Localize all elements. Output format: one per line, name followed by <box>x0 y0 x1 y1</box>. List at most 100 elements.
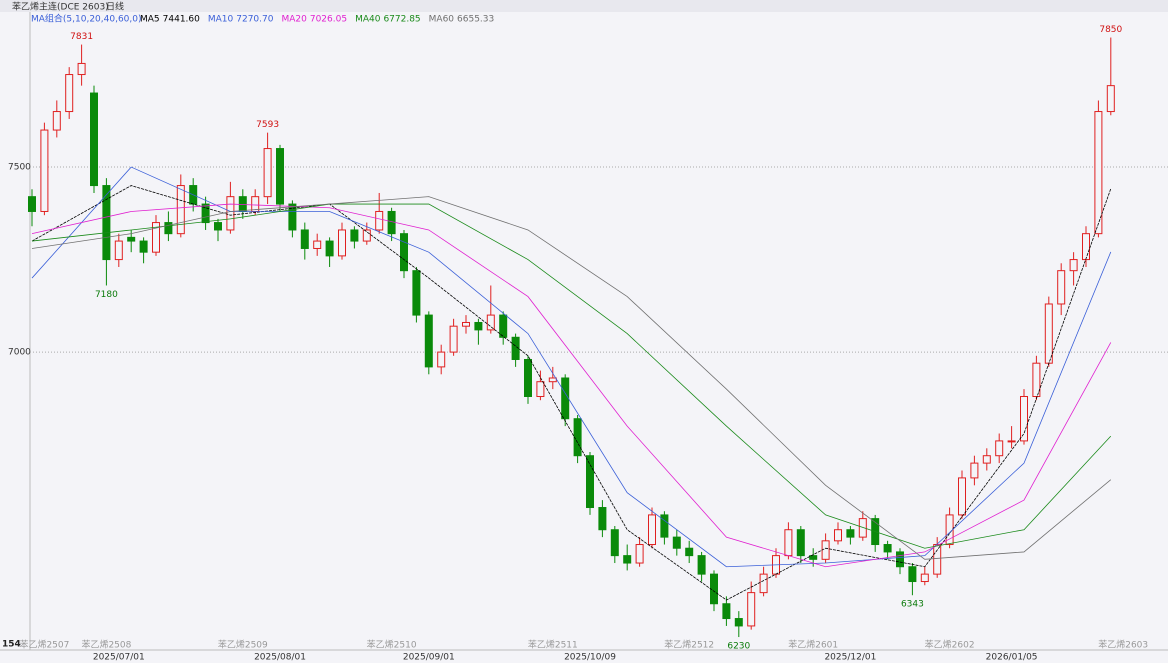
candle-body <box>1032 362 1041 397</box>
ma-line <box>31 185 1112 601</box>
x-tick-label: 2025/08/01 <box>254 653 306 663</box>
extreme-label: 7593 <box>256 120 279 130</box>
candle-body <box>350 229 359 242</box>
contract-label: 苯乙烯2510 <box>367 639 417 651</box>
candle-body <box>710 573 718 605</box>
candle-body <box>648 514 656 546</box>
contract-label: 苯乙烯2602 <box>925 639 975 651</box>
candle-body <box>102 185 111 261</box>
candle-body <box>164 222 173 235</box>
candle-body <box>139 240 148 253</box>
candle-body <box>784 529 793 557</box>
candle-body <box>796 529 805 557</box>
candle-body <box>300 229 309 249</box>
candle-body <box>276 148 284 205</box>
candle-body <box>846 529 855 538</box>
candle-body <box>1069 259 1078 272</box>
legend-name: MA40 <box>355 15 381 25</box>
legend-name: MA60 <box>429 15 455 25</box>
candle-body <box>412 270 421 316</box>
extreme-label: 6230 <box>727 642 750 652</box>
candle-body <box>858 518 867 538</box>
candle-body <box>338 229 346 257</box>
legend-value: 7441.60 <box>163 15 200 25</box>
candle-body <box>152 222 160 253</box>
candle-body <box>1106 85 1115 113</box>
candle-body <box>313 240 322 249</box>
candle-body <box>400 233 408 272</box>
contract-label: 苯乙烯2508 <box>81 639 131 651</box>
legend-value: 6655.33 <box>457 15 494 25</box>
candle-body <box>77 62 86 76</box>
candle-body <box>920 573 929 583</box>
ma-line <box>31 196 1112 560</box>
candle-body <box>127 236 136 242</box>
candle-body <box>362 229 371 242</box>
legend-title[interactable]: MA组合(5,10,20,40,60,0) <box>31 13 142 25</box>
candle-body <box>449 325 458 353</box>
candle-body <box>1082 233 1090 261</box>
candle-body <box>995 440 1004 457</box>
candle-body <box>958 477 966 516</box>
candle-body <box>548 377 557 383</box>
chart-title: 苯乙烯主连(DCE 2603) <box>12 1 109 13</box>
extreme-label: 7831 <box>70 32 93 42</box>
legend-value: 7026.05 <box>310 15 347 25</box>
candle-body <box>1020 395 1028 442</box>
candle-body <box>288 203 297 231</box>
candle-body <box>982 455 991 464</box>
candle-body <box>623 555 632 564</box>
candle-body <box>747 592 756 627</box>
candle-body <box>734 618 743 627</box>
header-bar <box>0 0 1168 12</box>
x-tick-label: 2025/12/01 <box>824 653 876 663</box>
candle-body <box>176 185 185 235</box>
candle-body <box>1007 440 1016 443</box>
candle-body <box>90 92 98 187</box>
candle-body <box>536 381 545 397</box>
legend-value: 6772.85 <box>383 15 420 25</box>
candle-body <box>672 536 681 549</box>
candle-body <box>561 377 570 420</box>
candle-body <box>896 551 904 568</box>
corner-label: 154 <box>2 640 21 650</box>
candle-body <box>474 321 483 331</box>
candle-body <box>437 351 446 368</box>
candle-body <box>1057 270 1066 305</box>
candle-body <box>214 222 222 231</box>
candle-body <box>263 148 272 198</box>
candle-body <box>834 529 842 542</box>
period[interactable]: 日线 <box>106 1 124 13</box>
candle-body <box>573 418 582 457</box>
candle-body <box>685 547 694 557</box>
candle-body <box>524 358 532 397</box>
candle-body <box>511 336 520 360</box>
candle-body <box>809 555 818 560</box>
candle-body <box>28 196 36 212</box>
extreme-label: 7180 <box>95 290 118 300</box>
candle-body <box>1044 303 1053 364</box>
candle-body <box>697 555 706 575</box>
x-tick-label: 2026/01/05 <box>986 653 1038 663</box>
candle-body <box>40 129 49 212</box>
extreme-label: 6343 <box>901 600 924 610</box>
ma-line <box>31 203 1112 549</box>
contract-label: 苯乙烯2601 <box>788 639 838 651</box>
x-tick-label: 2025/10/09 <box>564 653 616 663</box>
legend-name: MA5 <box>140 15 160 25</box>
contract-label: 苯乙烯2509 <box>218 639 268 651</box>
y-tick-label: 7000 <box>8 348 31 358</box>
candle-body <box>375 210 384 231</box>
x-tick-label: 2025/07/01 <box>93 653 145 663</box>
candle-body <box>325 240 334 257</box>
x-tick-label: 2025/09/01 <box>403 653 455 663</box>
candle-body <box>970 462 979 479</box>
candle-body <box>52 111 61 131</box>
contract-label: 苯乙烯2512 <box>664 639 714 651</box>
candle-body <box>424 314 433 368</box>
extreme-label: 7850 <box>1099 25 1122 35</box>
candle-body <box>1094 111 1103 235</box>
contract-label: 苯乙烯2507 <box>19 639 69 651</box>
contract-label: 苯乙烯2511 <box>528 639 578 651</box>
